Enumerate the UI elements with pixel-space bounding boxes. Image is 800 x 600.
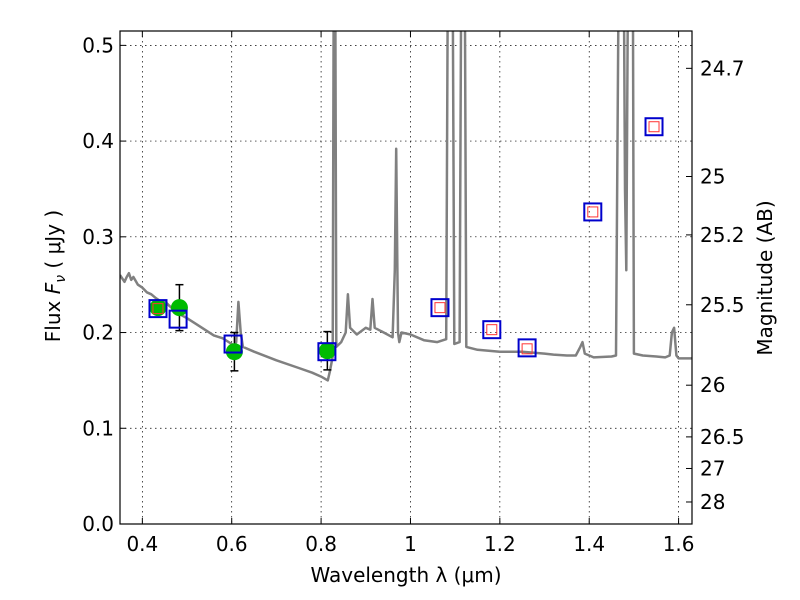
right-tick-label: 24.7: [700, 56, 745, 80]
data-point-small-square: [152, 303, 164, 315]
y-tick-label: 0.3: [82, 225, 114, 249]
right-tick-label: 26.5: [700, 425, 745, 449]
grid: [120, 31, 692, 524]
right-tick-label: 25: [700, 165, 725, 189]
right-axis-label: Magnitude (AB): [753, 200, 777, 355]
data-point-square: [317, 342, 337, 362]
data-point-square: [168, 309, 188, 329]
right-tick-label: 28: [700, 490, 725, 514]
y-tick-label: 0.0: [82, 512, 114, 536]
data-point-small-square: [648, 121, 660, 133]
marker-layer: [148, 117, 664, 372]
data-point-square: [644, 117, 664, 137]
data-point-circle: [170, 299, 188, 317]
data-point-square: [430, 298, 450, 318]
y-tick-label: 0.1: [82, 416, 114, 440]
right-tick-label: 27: [700, 456, 725, 480]
right-tick-label: 25.2: [700, 223, 745, 247]
data-point-small-square: [434, 302, 446, 314]
ticks-layer: 0.4 0.6 0.8 1 1.2 1.4 1.6 0.0 0.1 0.2 0.3 0.4 0.5 24.…: [82, 31, 745, 556]
y-tick-label: 0.2: [82, 321, 114, 345]
x-axis-label: Wavelength λ (μm): [310, 563, 501, 587]
x-tick-label: 1.2: [484, 532, 516, 556]
plot-frame: [119, 30, 693, 525]
data-point-square: [482, 320, 502, 340]
data-point-square: [148, 299, 168, 319]
data-point-square: [517, 338, 537, 358]
x-tick-label: 1.6: [663, 532, 695, 556]
x-tick-label: 0.6: [216, 532, 248, 556]
right-tick-label: 26: [700, 373, 725, 397]
data-point-small-square: [486, 324, 498, 336]
spectrum-layer: [120, 31, 692, 382]
data-point-square: [583, 202, 603, 222]
x-tick-label: 0.8: [305, 532, 337, 556]
spectrum-line: [120, 31, 692, 382]
x-tick-label: 1: [404, 532, 417, 556]
y-tick-label: 0.4: [82, 129, 114, 153]
y-tick-label: 0.5: [82, 33, 114, 57]
data-point-square: [223, 334, 243, 354]
data-point-small-square: [587, 206, 599, 218]
data-point-circle: [318, 342, 336, 360]
x-tick-label: 0.4: [126, 532, 158, 556]
y-axis-label: Flux Fν ( μJy ): [41, 210, 69, 342]
data-point-small-square: [521, 343, 533, 355]
right-tick-label: 25.5: [700, 293, 745, 317]
x-tick-label: 1.4: [573, 532, 605, 556]
